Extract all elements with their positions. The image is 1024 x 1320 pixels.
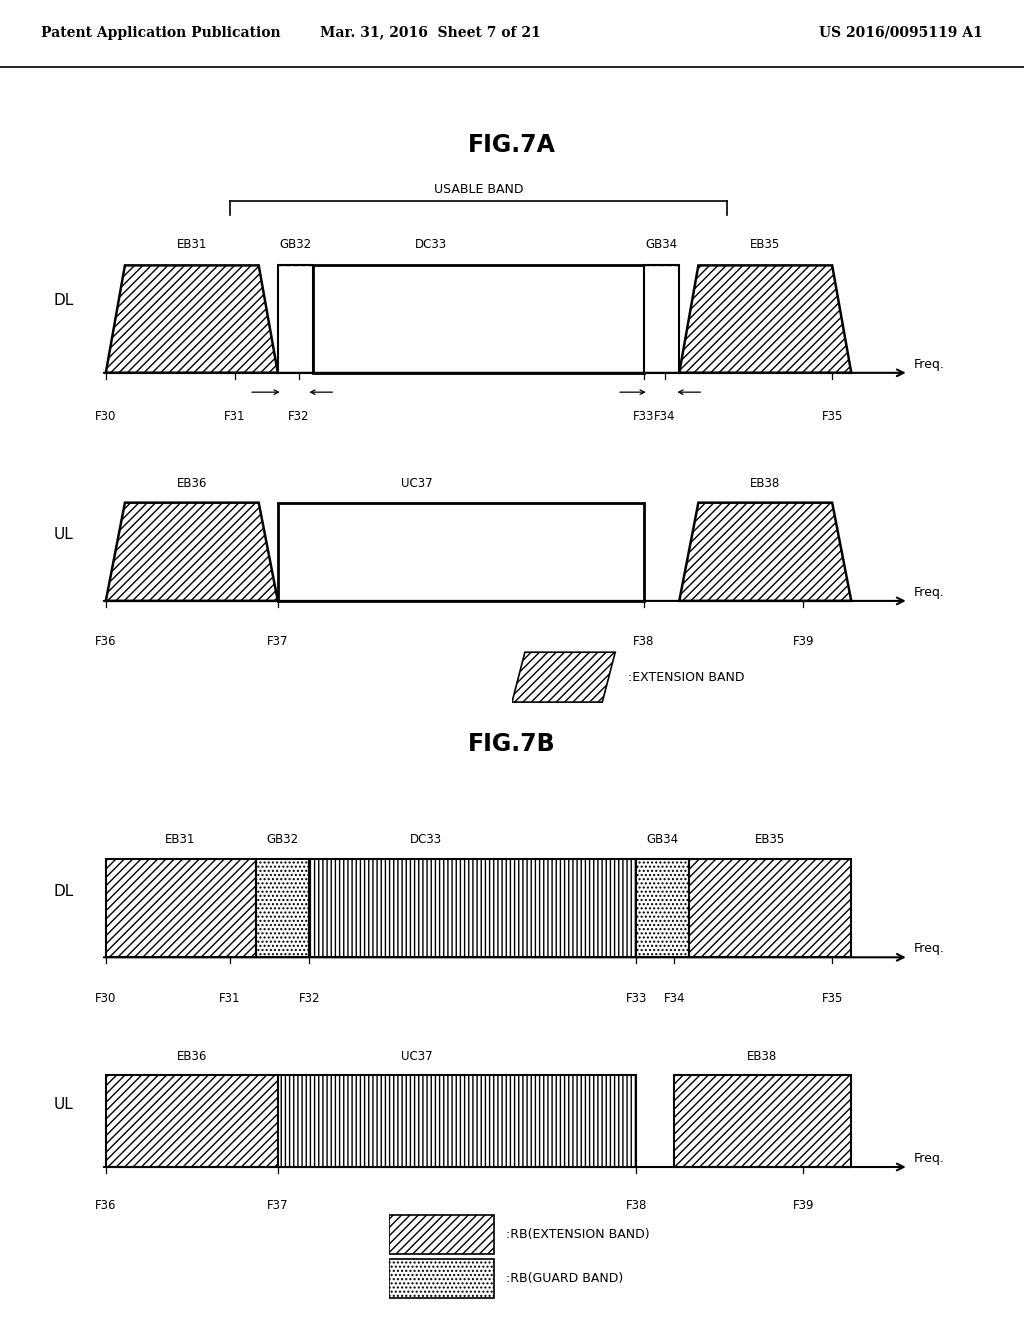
Text: F37: F37 — [267, 1200, 289, 1212]
Text: F31: F31 — [224, 411, 246, 424]
Text: F37: F37 — [267, 635, 289, 648]
Bar — [309, 859, 636, 957]
Text: F35: F35 — [821, 991, 843, 1005]
Polygon shape — [105, 265, 278, 372]
Text: F32: F32 — [288, 411, 309, 424]
Text: F34: F34 — [664, 991, 685, 1005]
Text: Freq.: Freq. — [913, 942, 944, 956]
Text: Freq.: Freq. — [913, 586, 944, 599]
Text: US 2016/0095119 A1: US 2016/0095119 A1 — [819, 25, 983, 40]
Text: F33: F33 — [626, 991, 647, 1005]
Text: EB38: EB38 — [748, 1049, 777, 1063]
Bar — [313, 265, 644, 372]
Text: DC33: DC33 — [410, 833, 442, 846]
Text: :RB(EXTENSION BAND): :RB(EXTENSION BAND) — [506, 1229, 649, 1241]
Text: FIG.7A: FIG.7A — [468, 133, 556, 157]
Text: DL: DL — [53, 883, 74, 899]
Text: USABLE BAND: USABLE BAND — [434, 182, 523, 195]
Text: F30: F30 — [95, 411, 117, 424]
Text: EB35: EB35 — [755, 833, 785, 846]
Text: :EXTENSION BAND: :EXTENSION BAND — [628, 671, 744, 684]
Text: EB31: EB31 — [177, 239, 207, 251]
Text: F38: F38 — [626, 1200, 647, 1212]
Text: Freq.: Freq. — [913, 358, 944, 371]
Text: EB31: EB31 — [165, 833, 196, 846]
Text: GB34: GB34 — [646, 833, 678, 846]
Text: F38: F38 — [633, 635, 654, 648]
Bar — [105, 859, 256, 957]
Polygon shape — [512, 652, 615, 702]
Text: F39: F39 — [793, 635, 814, 648]
Bar — [389, 1259, 495, 1299]
Bar — [278, 503, 644, 601]
Bar — [675, 1074, 851, 1167]
Text: F31: F31 — [219, 991, 241, 1005]
Text: F34: F34 — [654, 411, 676, 424]
Text: DC33: DC33 — [415, 239, 446, 251]
Text: F33: F33 — [633, 411, 654, 424]
Text: FIG.7B: FIG.7B — [468, 733, 556, 756]
Polygon shape — [105, 503, 278, 601]
Text: F32: F32 — [299, 991, 321, 1005]
Text: UC37: UC37 — [400, 477, 432, 490]
Text: EB36: EB36 — [177, 477, 207, 490]
Text: F36: F36 — [95, 1200, 117, 1212]
Text: Mar. 31, 2016  Sheet 7 of 21: Mar. 31, 2016 Sheet 7 of 21 — [319, 25, 541, 40]
Bar — [689, 859, 851, 957]
Text: F35: F35 — [821, 411, 843, 424]
Text: F30: F30 — [95, 991, 117, 1005]
Bar — [278, 1074, 636, 1167]
Bar — [256, 859, 309, 957]
Bar — [389, 1216, 495, 1254]
Text: DL: DL — [53, 293, 74, 308]
Text: UC37: UC37 — [400, 1049, 432, 1063]
Text: GB32: GB32 — [266, 833, 299, 846]
Bar — [278, 265, 313, 372]
Text: F39: F39 — [793, 1200, 814, 1212]
Text: UL: UL — [53, 1097, 74, 1113]
Text: Patent Application Publication: Patent Application Publication — [41, 25, 281, 40]
Bar — [636, 859, 689, 957]
Text: EB36: EB36 — [177, 1049, 207, 1063]
Text: EB35: EB35 — [751, 239, 780, 251]
Polygon shape — [679, 265, 851, 372]
Polygon shape — [679, 503, 851, 601]
Text: Freq.: Freq. — [913, 1152, 944, 1166]
Text: GB32: GB32 — [279, 239, 311, 251]
Text: GB34: GB34 — [645, 239, 677, 251]
Text: :RB(GUARD BAND): :RB(GUARD BAND) — [506, 1272, 623, 1286]
Text: UL: UL — [53, 527, 74, 543]
Text: F36: F36 — [95, 635, 117, 648]
Bar — [644, 265, 679, 372]
Bar — [105, 1074, 278, 1167]
Text: EB38: EB38 — [751, 477, 780, 490]
